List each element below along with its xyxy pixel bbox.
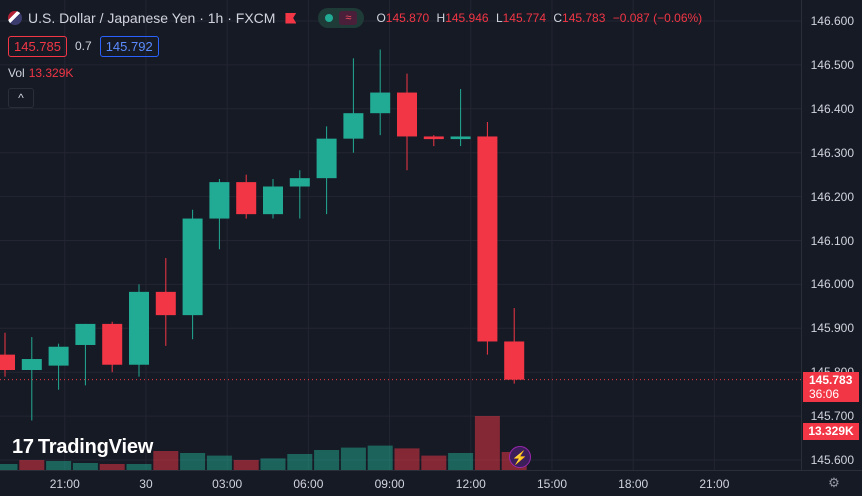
candle-body xyxy=(289,178,310,187)
us-flag-icon xyxy=(8,11,22,25)
candle-body xyxy=(209,182,230,219)
volume-bar xyxy=(72,463,98,470)
market-status-pill[interactable]: ≈ xyxy=(318,8,365,28)
candle-body xyxy=(423,136,444,140)
bar-countdown: 36:06 xyxy=(809,387,840,401)
volume-bar xyxy=(474,416,500,470)
time-tick-label: 30 xyxy=(139,477,153,491)
open-key: O xyxy=(376,11,386,25)
volume-bar xyxy=(448,453,474,470)
time-tick-label: 06:00 xyxy=(293,477,324,491)
candle-body xyxy=(21,359,42,371)
ohlc-values: O145.870 H145.946 L145.774 C145.783 −0.0… xyxy=(376,11,706,25)
price-tick-label: 146.600 xyxy=(810,14,854,28)
volume-scale-label: 13.329K xyxy=(803,423,859,440)
time-tick-label: 03:00 xyxy=(212,477,243,491)
price-tick-label: 146.100 xyxy=(810,233,854,248)
candle-body xyxy=(182,218,203,316)
volume-bar xyxy=(421,455,447,470)
volume-bar xyxy=(260,458,286,470)
candle-body xyxy=(370,92,391,114)
candle-body xyxy=(75,323,96,345)
last-price-label: 145.783 36:06 xyxy=(803,372,859,402)
candlestick-chart[interactable] xyxy=(0,0,801,470)
low-key: L xyxy=(495,11,503,25)
data-source-icon: ≈ xyxy=(339,11,358,25)
candle-body xyxy=(129,291,149,365)
volume-bar xyxy=(287,454,313,470)
time-tick-label: 12:00 xyxy=(455,477,486,491)
price-tick-label: 146.300 xyxy=(810,145,854,160)
market-open-icon xyxy=(325,14,334,22)
candle-body xyxy=(477,136,498,342)
quote-panel: 145.785 0.7 145.792 xyxy=(8,35,159,57)
candle-body xyxy=(504,341,525,380)
volume-legend[interactable]: Vol 13.329K xyxy=(8,66,73,80)
spread-value: 0.7 xyxy=(75,39,92,53)
tradingview-wordmark: TradingView xyxy=(37,436,154,458)
candle-body xyxy=(316,138,337,179)
candle-body xyxy=(450,136,471,140)
volume-bar xyxy=(394,448,420,470)
volume-bar xyxy=(180,453,206,470)
candle-body xyxy=(48,346,69,366)
price-tick-label: 146.000 xyxy=(810,277,854,292)
lightning-icon[interactable]: ⚡ xyxy=(509,446,531,468)
chart-settings-icon[interactable]: ⚙ xyxy=(828,475,840,490)
volume-bar xyxy=(206,455,232,470)
symbol-legend: U.S. Dollar / Japanese Yen · 1h · FXCM ≈… xyxy=(8,8,706,28)
volume-bar xyxy=(46,461,72,470)
high-value: 145.946 xyxy=(445,11,489,25)
volume-bar xyxy=(0,464,18,470)
candle-body xyxy=(263,186,283,215)
flag-marker-icon[interactable] xyxy=(285,12,297,24)
volume-bar xyxy=(233,460,259,470)
tradingview-logo[interactable]: 17 TradingView xyxy=(12,436,153,459)
volume-value: 13.329K xyxy=(28,66,74,80)
time-tick-label: 15:00 xyxy=(536,477,567,491)
candle-body xyxy=(236,182,257,215)
sell-button[interactable]: 145.785 xyxy=(8,35,67,57)
time-tick-label: 21:00 xyxy=(699,477,730,491)
close-value: 145.783 xyxy=(562,11,606,25)
volume-label: Vol xyxy=(8,66,25,80)
symbol-title[interactable]: U.S. Dollar / Japanese Yen · 1h · FXCM xyxy=(28,10,276,26)
time-tick-label: 18:00 xyxy=(618,477,649,491)
candle-body xyxy=(0,354,15,371)
high-key: H xyxy=(436,11,446,25)
close-key: C xyxy=(553,11,563,25)
volume-bar xyxy=(153,451,179,470)
time-tick-label: 21:00 xyxy=(49,477,80,491)
change-value: −0.087 (−0.06%) xyxy=(612,11,703,25)
volume-bar xyxy=(340,447,366,470)
low-value: 145.774 xyxy=(502,11,547,25)
candle-body xyxy=(397,92,417,137)
open-value: 145.870 xyxy=(385,11,430,25)
candle-body xyxy=(343,113,364,139)
buy-button[interactable]: 145.792 xyxy=(99,35,159,57)
candle-body xyxy=(102,323,123,365)
price-tick-label: 146.400 xyxy=(810,101,854,116)
price-tick-label: 146.200 xyxy=(810,189,854,204)
time-tick-label: 09:00 xyxy=(374,477,405,491)
chart-pane[interactable] xyxy=(0,0,801,470)
price-tick-label: 145.600 xyxy=(810,453,854,467)
candle-body xyxy=(155,291,176,316)
tradingview-mark-icon: 17 xyxy=(12,436,34,458)
collapse-legend-icon[interactable]: ^ xyxy=(8,88,34,108)
price-scale[interactable]: 146.600 146.500 146.400 146.300 146.200 146.1… xyxy=(801,0,862,470)
volume-bar xyxy=(367,445,393,470)
time-axis[interactable]: ⚙ 18:0021:003003:0006:0009:0012:0015:001… xyxy=(0,470,862,496)
price-tick-label: 146.500 xyxy=(810,57,854,72)
volume-bar xyxy=(314,450,340,470)
volume-bar xyxy=(126,464,152,470)
volume-bar xyxy=(19,460,45,470)
last-price-value: 145.783 xyxy=(809,373,853,387)
price-tick-label: 145.900 xyxy=(810,321,854,336)
price-tick-label: 145.700 xyxy=(810,409,854,424)
volume-bar xyxy=(99,464,125,470)
